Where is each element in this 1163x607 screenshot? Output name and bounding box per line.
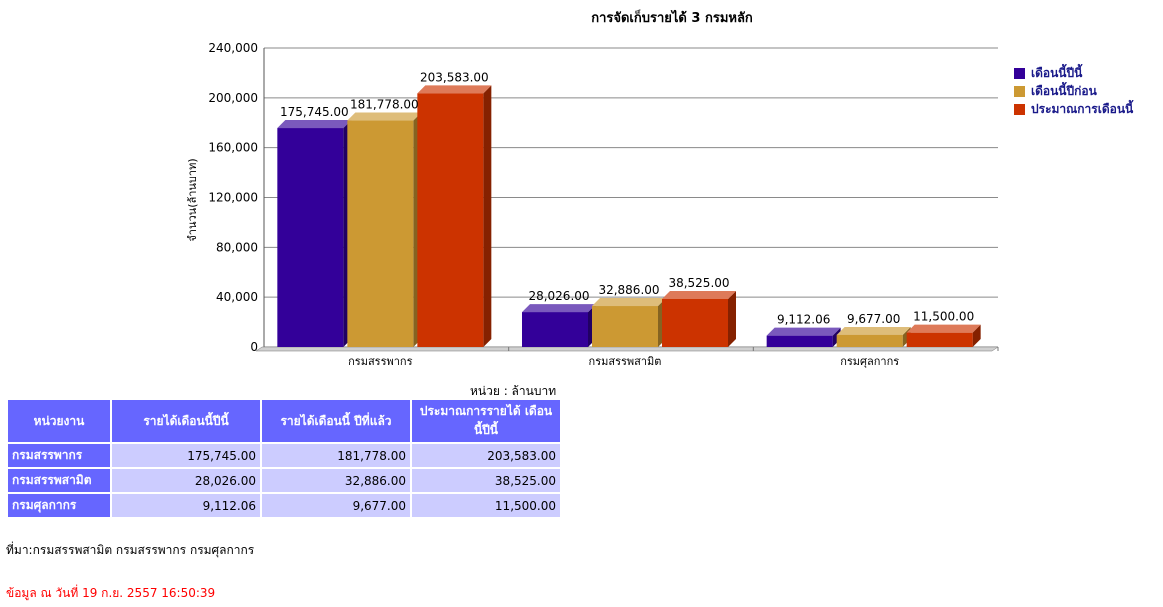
y-tick-label: 80,000 — [216, 240, 258, 254]
legend-swatch — [1014, 103, 1025, 115]
cell-value: 9,112.06 — [112, 494, 260, 517]
cell-value: 203,583.00 — [412, 444, 560, 467]
data-table: หน่วยงาน รายได้เดือนนี้ปีนี้ รายได้เดือน… — [6, 398, 562, 519]
cell-value: 175,745.00 — [112, 444, 260, 467]
table-row: กรมสรรพสามิต 28,026.00 32,886.00 38,525.… — [8, 469, 560, 492]
legend-label: เดือนนี้ปีนี้ — [1031, 65, 1083, 80]
data-label: 28,026.00 — [528, 289, 589, 303]
y-axis-label: จำนวน(ล้านบาท) — [186, 158, 199, 241]
bar — [662, 291, 736, 347]
bar — [766, 327, 841, 347]
y-tick-label: 40,000 — [216, 290, 258, 304]
cell-value: 181,778.00 — [262, 444, 410, 467]
table-header-row: หน่วยงาน รายได้เดือนนี้ปีนี้ รายได้เดือน… — [8, 400, 560, 442]
legend-item: ประมาณการเดือนนี้ — [1014, 100, 1133, 118]
header-this-month-this-year: รายได้เดือนนี้ปีนี้ — [112, 400, 260, 442]
category-label: กรมสรรพสามิต — [589, 355, 662, 368]
legend-swatch — [1014, 67, 1025, 79]
y-tick-label: 200,000 — [208, 91, 258, 105]
header-department: หน่วยงาน — [8, 400, 110, 442]
bar — [277, 120, 352, 347]
legend-label: เดือนนี้ปีก่อน — [1031, 83, 1097, 98]
y-tick-label: 120,000 — [208, 191, 258, 205]
y-tick-label: 160,000 — [208, 141, 258, 155]
updated-timestamp: ข้อมูล ณ วันที่ 19 ก.ย. 2557 16:50:39 — [6, 586, 216, 600]
cell-value: 38,525.00 — [412, 469, 560, 492]
cell-value: 28,026.00 — [112, 469, 260, 492]
y-tick-label: 0 — [250, 340, 258, 354]
chart-title: การจัดเก็บรายได้ 3 กรมหลัก — [591, 8, 753, 26]
category-labels: กรมสรรพากร กรมสรรพสามิต กรมศุลกากร — [348, 347, 999, 368]
bar — [836, 326, 911, 347]
row-department: กรมสรรพากร — [8, 444, 110, 467]
legend-item: เดือนนี้ปีนี้ — [1014, 64, 1133, 82]
bar — [906, 324, 981, 347]
category-label: กรมศุลกากร — [840, 355, 899, 368]
header-estimate: ประมาณการรายได้ เดือนนี้ปีนี้ — [412, 400, 560, 442]
legend-item: เดือนนี้ปีก่อน — [1014, 82, 1133, 100]
category-label: กรมสรรพากร — [348, 355, 412, 368]
bar — [347, 112, 422, 347]
header-this-month-last-year: รายได้เดือนนี้ ปีที่แล้ว — [262, 400, 410, 442]
bars — [277, 85, 981, 348]
bar — [522, 304, 596, 347]
y-tick-label: 240,000 — [208, 41, 258, 55]
data-label: 38,525.00 — [668, 276, 729, 290]
data-label: 203,583.00 — [420, 70, 489, 84]
legend: เดือนนี้ปีนี้ เดือนนี้ปีก่อน ประมาณการเด… — [1014, 64, 1133, 118]
row-department: กรมศุลกากร — [8, 494, 110, 517]
floor — [255, 346, 999, 352]
legend-label: ประมาณการเดือนนี้ — [1031, 101, 1134, 116]
legend-swatch — [1014, 85, 1025, 97]
data-label: 175,745.00 — [280, 105, 349, 119]
unit-label: หน่วย : ล้านบาท — [470, 384, 557, 398]
source-note: ที่มา:กรมสรรพสามิต กรมสรรพากร กรมศุลกากร — [6, 543, 255, 557]
cell-value: 9,677.00 — [262, 494, 410, 517]
bar-chart: การจัดเก็บรายได้ 3 กรมหลัก จำนวน(ล้านบาท… — [186, 8, 999, 368]
data-label: 9,677.00 — [847, 312, 900, 326]
data-label: 181,778.00 — [350, 98, 419, 112]
table-row: กรมศุลกากร 9,112.06 9,677.00 11,500.00 — [8, 494, 560, 517]
table-row: กรมสรรพากร 175,745.00 181,778.00 203,583… — [8, 444, 560, 467]
row-department: กรมสรรพสามิต — [8, 469, 110, 492]
data-label: 32,886.00 — [598, 283, 659, 297]
cell-value: 32,886.00 — [262, 469, 410, 492]
cell-value: 11,500.00 — [412, 494, 560, 517]
y-ticks: 0 40,000 80,000 120,000 160,000 200,000 240,00… — [208, 41, 258, 354]
data-label: 11,500.00 — [913, 310, 974, 324]
bar — [417, 85, 492, 348]
data-label: 9,112.06 — [777, 313, 830, 327]
bar — [592, 298, 666, 347]
